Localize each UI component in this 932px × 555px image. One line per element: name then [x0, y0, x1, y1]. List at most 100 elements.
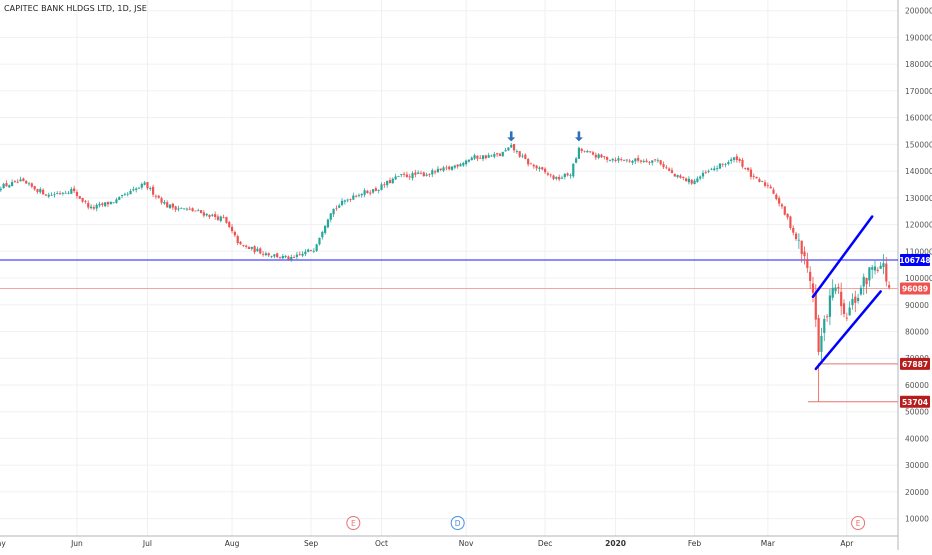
candle-body	[597, 154, 600, 158]
candle-body	[885, 263, 888, 282]
y-tick-label: 180000	[905, 60, 932, 69]
candle-body	[191, 208, 194, 212]
candle-body	[349, 199, 352, 200]
candle-body	[854, 296, 857, 303]
candle-body	[171, 203, 174, 208]
candle-body	[44, 194, 48, 196]
candle-body	[281, 255, 284, 259]
candle-body	[276, 253, 279, 258]
candle-body	[690, 179, 693, 184]
candle-body	[871, 267, 874, 270]
candle-body	[699, 176, 702, 179]
candle-body	[19, 179, 22, 182]
candle-body	[727, 162, 730, 165]
candle-body	[157, 195, 160, 198]
candle-body	[152, 186, 155, 195]
candle-body	[583, 150, 586, 152]
event-marker-label: E	[351, 519, 356, 528]
candle-body	[515, 151, 518, 152]
candle-body	[524, 154, 527, 159]
candle-body	[820, 335, 823, 352]
price-label-box	[900, 282, 930, 295]
candle-body	[862, 276, 865, 287]
candle-body	[817, 317, 820, 353]
candle-body	[355, 195, 358, 197]
candle-body	[653, 159, 657, 161]
candle-body	[154, 195, 158, 197]
candle-body	[228, 222, 231, 227]
candle-body	[665, 167, 668, 169]
candle-body	[87, 202, 90, 208]
candle-body	[637, 157, 640, 161]
candle-body	[109, 201, 112, 205]
candle-body	[651, 160, 654, 163]
candle-body	[70, 188, 73, 194]
candle-body	[614, 159, 617, 161]
candle-body	[555, 176, 558, 179]
candle-body	[264, 253, 267, 256]
y-tick-label: 20000	[905, 488, 929, 497]
candle-body	[732, 157, 736, 160]
candle-body	[211, 214, 214, 216]
candle-body	[369, 192, 372, 194]
candle-body	[682, 176, 685, 178]
candle-body	[684, 178, 688, 182]
candle-body	[834, 287, 837, 292]
candle-body	[814, 291, 817, 320]
candle-body	[696, 178, 699, 182]
candle-body	[704, 172, 707, 174]
candle-body	[631, 160, 634, 163]
candle-body	[340, 200, 344, 205]
y-tick-label: 40000	[905, 434, 929, 443]
candle-body	[386, 180, 389, 186]
candle-body	[295, 254, 299, 257]
candle-body	[298, 254, 301, 256]
candle-body	[315, 244, 318, 251]
candle-body	[701, 172, 705, 177]
candle-body	[575, 158, 578, 163]
x-tick-label: Aug	[225, 539, 240, 548]
candle-body	[670, 170, 674, 173]
candle-body	[648, 162, 651, 163]
candle-body	[73, 188, 76, 192]
y-tick-label: 10000	[905, 515, 929, 524]
candle-body	[245, 245, 248, 247]
candle-body	[75, 191, 79, 196]
candle-body	[422, 172, 425, 177]
candle-body	[143, 182, 146, 185]
candle-body	[236, 236, 239, 244]
candle-body	[679, 175, 682, 178]
y-tick-label: 140000	[905, 167, 932, 176]
candle-body	[30, 183, 33, 187]
candle-body	[67, 192, 70, 194]
candle-body	[205, 213, 208, 216]
y-tick-label: 120000	[905, 221, 932, 230]
candle-body	[123, 193, 126, 195]
candle-body	[676, 175, 679, 177]
candle-body	[668, 168, 671, 171]
candle-body	[851, 298, 854, 306]
candle-body	[222, 217, 225, 219]
candle-body	[343, 200, 346, 202]
candle-body	[761, 181, 764, 183]
candle-body	[521, 155, 524, 157]
event-marker-icon	[450, 516, 465, 530]
candle-body	[625, 159, 628, 161]
candle-body	[160, 198, 163, 203]
x-tick-label: Feb	[688, 539, 702, 548]
candle-body	[882, 263, 885, 268]
candle-body	[13, 180, 17, 182]
candle-body	[194, 210, 197, 212]
candle-body	[408, 176, 411, 178]
candle-body	[563, 173, 566, 177]
candle-body	[786, 213, 789, 218]
candle-body	[419, 172, 423, 174]
candle-body	[510, 145, 513, 148]
candle-body	[0, 188, 2, 191]
candle-body	[329, 213, 332, 220]
candle-body	[569, 175, 572, 177]
x-tick-label: Jun	[70, 539, 83, 548]
candle-body	[208, 214, 211, 218]
